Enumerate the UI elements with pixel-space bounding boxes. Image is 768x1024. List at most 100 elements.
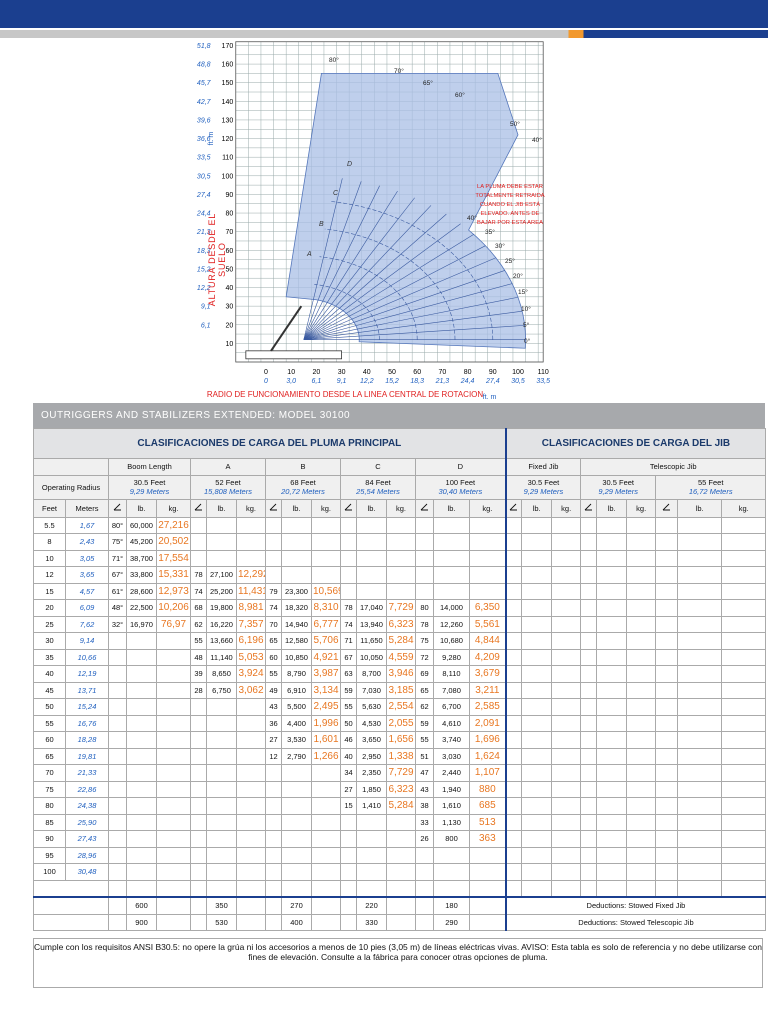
load-lb xyxy=(206,813,237,831)
radius-feet: 65 xyxy=(33,747,66,765)
load-lb xyxy=(677,648,723,666)
load-kg xyxy=(626,681,657,699)
load-kg xyxy=(626,846,657,864)
boom-angle xyxy=(340,863,357,881)
load-kg xyxy=(386,516,416,534)
boom-angle xyxy=(655,549,679,567)
boom-angle xyxy=(504,747,523,765)
radius-feet: 15 xyxy=(33,582,66,600)
load-kg: 6,777 xyxy=(311,615,341,633)
load-kg xyxy=(626,731,657,749)
area-note: LA PLUMA DEBE ESTAR xyxy=(477,184,543,190)
boom-angle-line xyxy=(303,197,415,340)
load-kg: 2,091 xyxy=(468,714,507,732)
load-lb: 27,100 xyxy=(206,566,237,584)
deduction-value: 220 xyxy=(356,896,387,915)
x-label-feet: 40 xyxy=(363,369,371,376)
angle-label: 65° xyxy=(423,79,433,87)
x-label-meters: 21,3 xyxy=(435,378,450,385)
table-row: 900 530 400 330 290 Deductions: Stowed Telesc… xyxy=(33,913,767,931)
boom-angle: 63 xyxy=(340,665,357,683)
boom-angle: 78 xyxy=(415,615,434,633)
boom-angle xyxy=(265,863,282,881)
load-kg xyxy=(236,813,266,831)
load-kg xyxy=(626,780,657,798)
deduction-value: 180 xyxy=(433,896,470,915)
boom-angle xyxy=(340,516,357,534)
radius: 55 Feet 16,72 Meters xyxy=(655,474,767,500)
radius: 84 Feet 25,54 Meters xyxy=(340,474,416,500)
boom-angle: 39 xyxy=(190,665,207,683)
cell xyxy=(190,913,207,931)
load-lb xyxy=(126,846,157,864)
radius-feet: 52 Feet xyxy=(215,478,241,487)
radius-feet: 30 xyxy=(33,632,66,650)
cell xyxy=(206,879,237,898)
radius-meters: 16,72 Meters xyxy=(688,487,733,496)
boom-angle: 47 xyxy=(415,764,434,782)
table-row: 45 13,71 28 6,750 3,062 49 6,910 3,134 59 7,030 3,… xyxy=(33,681,767,699)
radius-meters: 30,40 Meters xyxy=(438,487,483,496)
load-kg xyxy=(721,846,767,864)
boom-angle xyxy=(108,780,127,798)
boom-angle xyxy=(108,813,127,831)
load-lb: 4,400 xyxy=(281,714,312,732)
cell xyxy=(108,896,127,915)
boom-angle xyxy=(265,764,282,782)
load-kg: 4,921 xyxy=(311,648,341,666)
unit: kg. xyxy=(468,498,507,518)
unit: lb. xyxy=(281,498,312,518)
load-kg xyxy=(236,714,266,732)
load-table: OUTRIGGERS AND STABILIZERS EXTENDED: MOD… xyxy=(32,403,767,931)
radius-meters: 15,808 Meters xyxy=(204,487,252,496)
y-label-feet: 40 xyxy=(225,285,233,292)
load-lb xyxy=(521,681,553,699)
load-kg: 1,624 xyxy=(468,747,507,765)
x-label-feet: 70 xyxy=(439,369,447,376)
boom-angle: 61° xyxy=(108,582,127,600)
table-row: CLASIFICACIONES DE CARGA DEL PLUMA PRINC… xyxy=(32,428,767,459)
y-label-feet: 110 xyxy=(222,155,233,162)
load-lb xyxy=(356,549,387,567)
load-lb: 4,610 xyxy=(433,714,470,732)
unit: lb. xyxy=(433,498,470,518)
load-lb xyxy=(126,731,157,749)
angle-label: 80° xyxy=(329,56,339,64)
load-kg: 8,981 xyxy=(236,599,266,617)
load-kg: 8,310 xyxy=(311,599,341,617)
load-kg xyxy=(626,615,657,633)
load-kg: 1,696 xyxy=(468,731,507,749)
boom-angle xyxy=(655,599,679,617)
load-kg: 4,209 xyxy=(468,648,507,666)
load-lb xyxy=(206,731,237,749)
angle-label: 60° xyxy=(455,91,465,99)
radius-feet: 12 xyxy=(33,566,66,584)
boom-angle: 67° xyxy=(108,566,127,584)
load-kg xyxy=(551,698,582,716)
table-row: 600 350 270 220 180 Deductions: Stowed Fixed … xyxy=(33,896,767,915)
y-label-feet: 170 xyxy=(222,43,234,50)
table-row: 8 2,43 75° 45,200 20,502 xyxy=(33,533,767,551)
radius-label: Operating Radius xyxy=(33,474,109,500)
boom-angle: 59 xyxy=(415,714,434,732)
cell xyxy=(265,879,282,898)
angle-unit xyxy=(580,498,598,518)
x-label-meters: 33,5 xyxy=(536,378,550,385)
cell xyxy=(33,896,109,915)
load-lb xyxy=(521,516,553,534)
load-kg xyxy=(156,846,191,864)
boom-angle: 68 xyxy=(190,599,207,617)
load-kg xyxy=(721,780,767,798)
radius: 100 Feet 30,40 Meters xyxy=(414,474,507,500)
y-label-feet: 120 xyxy=(222,136,234,143)
load-lb: 8,700 xyxy=(356,665,387,683)
load-kg: 7,357 xyxy=(236,615,266,633)
radius-meters: 9,29 Meters xyxy=(598,487,638,496)
load-kg xyxy=(311,830,341,848)
unit: lb. xyxy=(521,498,553,518)
load-lb: 1,410 xyxy=(356,797,387,815)
load-lb: 16,970 xyxy=(126,615,157,633)
deduction-value: 530 xyxy=(206,913,237,931)
y-label-meters: 48,8 xyxy=(197,62,211,69)
boom-angle xyxy=(580,747,598,765)
